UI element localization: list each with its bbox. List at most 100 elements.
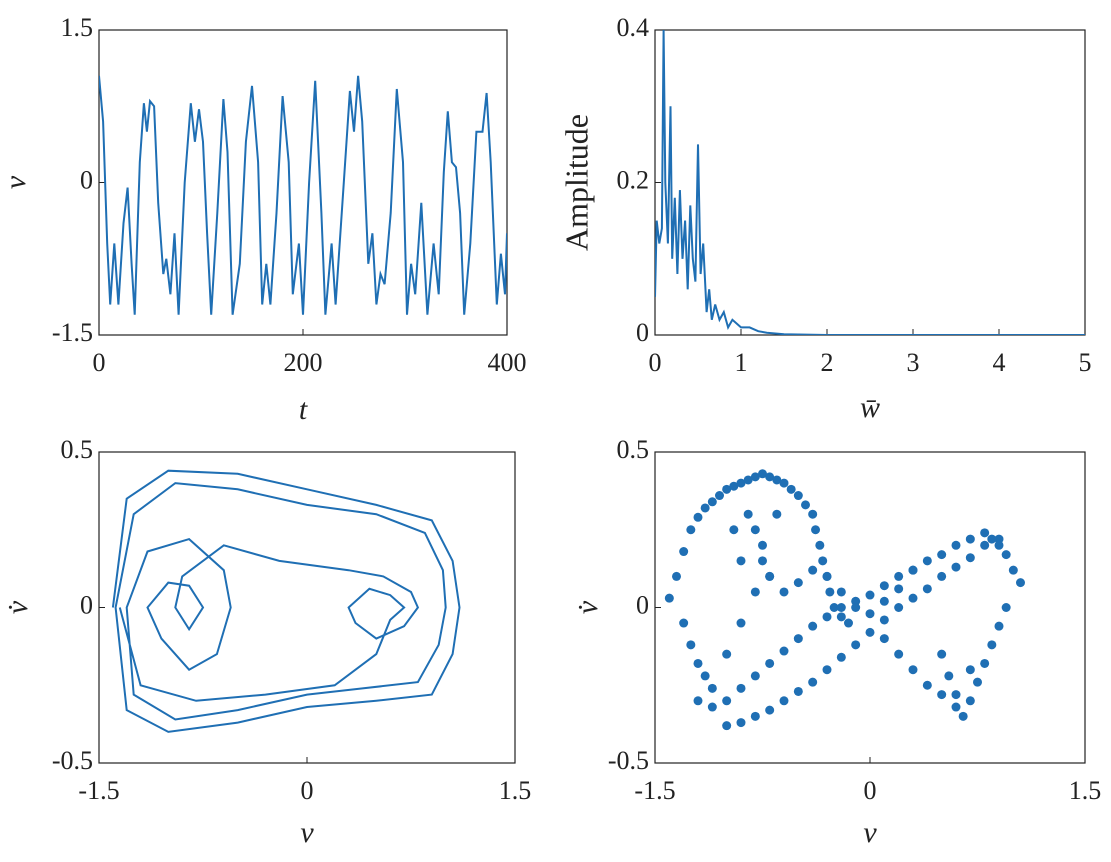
data-point xyxy=(879,581,889,591)
x-tick-label: 2 xyxy=(821,348,834,377)
data-point xyxy=(922,556,932,566)
y-tick-label: 0.5 xyxy=(61,435,94,464)
data-point xyxy=(736,478,746,488)
data-point xyxy=(815,540,825,550)
y-tick-label: 0.4 xyxy=(617,13,650,42)
x-tick-label: 0 xyxy=(864,776,877,805)
data-point xyxy=(779,696,789,706)
data-point xyxy=(951,690,961,700)
data-point xyxy=(743,509,753,519)
x-tick-label: 0 xyxy=(93,348,106,377)
data-point xyxy=(836,652,846,662)
data-point xyxy=(908,665,918,675)
data-point xyxy=(700,671,710,681)
data-point xyxy=(793,491,803,501)
data-point xyxy=(736,718,746,728)
x-axis-label: v xyxy=(863,816,877,849)
data-point xyxy=(894,571,904,581)
data-point xyxy=(879,596,889,606)
data-point xyxy=(779,587,789,597)
data-point xyxy=(980,540,990,550)
data-point xyxy=(1001,550,1011,560)
data-point xyxy=(908,593,918,603)
data-point xyxy=(836,587,846,597)
y-axis-label: v̇ xyxy=(1,600,34,614)
data-point xyxy=(722,721,732,731)
data-point xyxy=(894,649,904,659)
data-point xyxy=(765,472,775,482)
data-point xyxy=(879,634,889,644)
data-line xyxy=(111,469,461,733)
plot-area xyxy=(654,451,1086,764)
y-axis-label: Amplitude xyxy=(558,114,594,251)
data-point xyxy=(987,534,997,544)
y-tick-label: -1.5 xyxy=(52,318,93,347)
data-point xyxy=(750,671,760,681)
data-point xyxy=(707,497,717,507)
data-point xyxy=(808,621,818,631)
data-point xyxy=(944,671,954,681)
data-point xyxy=(965,696,975,706)
x-tick-label: 1.5 xyxy=(1069,776,1102,805)
y-axis-label: v̇ xyxy=(571,600,604,614)
y-tick-label: -0.5 xyxy=(608,746,649,775)
data-point xyxy=(922,680,932,690)
data-point xyxy=(822,571,832,581)
y-tick-label: 0 xyxy=(636,318,649,347)
data-point xyxy=(758,469,767,479)
data-point xyxy=(808,677,818,687)
data-point xyxy=(722,696,732,706)
data-point xyxy=(793,634,803,644)
data-point xyxy=(672,571,681,581)
x-tick-label: 1.5 xyxy=(499,776,532,805)
data-point xyxy=(844,618,853,628)
data-point xyxy=(793,686,803,696)
data-point xyxy=(987,640,997,650)
subplot: 0 1 2 3 4 5 0 0.2 0.4 w̄ Amplitude xyxy=(558,13,1091,424)
data-point xyxy=(1001,603,1011,612)
x-axis-label: t xyxy=(299,393,308,426)
x-tick-label: 200 xyxy=(284,348,323,377)
data-point xyxy=(750,587,760,597)
y-tick-label: 0 xyxy=(80,165,93,194)
data-point xyxy=(851,640,861,650)
x-tick-label: -1.5 xyxy=(634,776,675,805)
data-point xyxy=(736,556,746,566)
data-point xyxy=(994,534,1004,544)
y-axis-label: v xyxy=(0,175,32,189)
data-point xyxy=(922,584,932,594)
x-tick-label: 5 xyxy=(1079,348,1092,377)
subplot: 0 200 400-1.501.5tv xyxy=(0,13,527,426)
data-point xyxy=(908,565,918,575)
data-point xyxy=(965,534,975,544)
data-point xyxy=(865,609,875,619)
data-point xyxy=(793,578,803,588)
data-point xyxy=(865,627,875,637)
data-point xyxy=(851,596,861,606)
data-point xyxy=(958,711,968,721)
data-point xyxy=(822,665,832,675)
data-point xyxy=(965,665,975,675)
data-point xyxy=(686,525,696,535)
data-point xyxy=(980,658,990,668)
x-tick-label: 4 xyxy=(993,348,1006,377)
data-point xyxy=(765,571,775,581)
data-point xyxy=(772,509,782,519)
data-point xyxy=(894,603,904,612)
plot-area xyxy=(98,29,508,336)
x-tick-label: -1.5 xyxy=(78,776,119,805)
data-point xyxy=(965,553,975,563)
data-point xyxy=(772,475,782,485)
data-point xyxy=(707,683,717,693)
data-point xyxy=(937,571,947,581)
data-line xyxy=(99,75,507,315)
data-point xyxy=(879,615,889,625)
x-axis-label: v xyxy=(300,816,314,849)
data-point xyxy=(765,658,775,668)
data-point xyxy=(836,612,846,622)
x-axis-label: w̄ xyxy=(860,391,880,424)
subplot: -1.5 0 1.5 -0.5 0 0.5 v v̇ xyxy=(571,435,1101,849)
data-point xyxy=(836,603,846,612)
data-point xyxy=(758,540,767,550)
